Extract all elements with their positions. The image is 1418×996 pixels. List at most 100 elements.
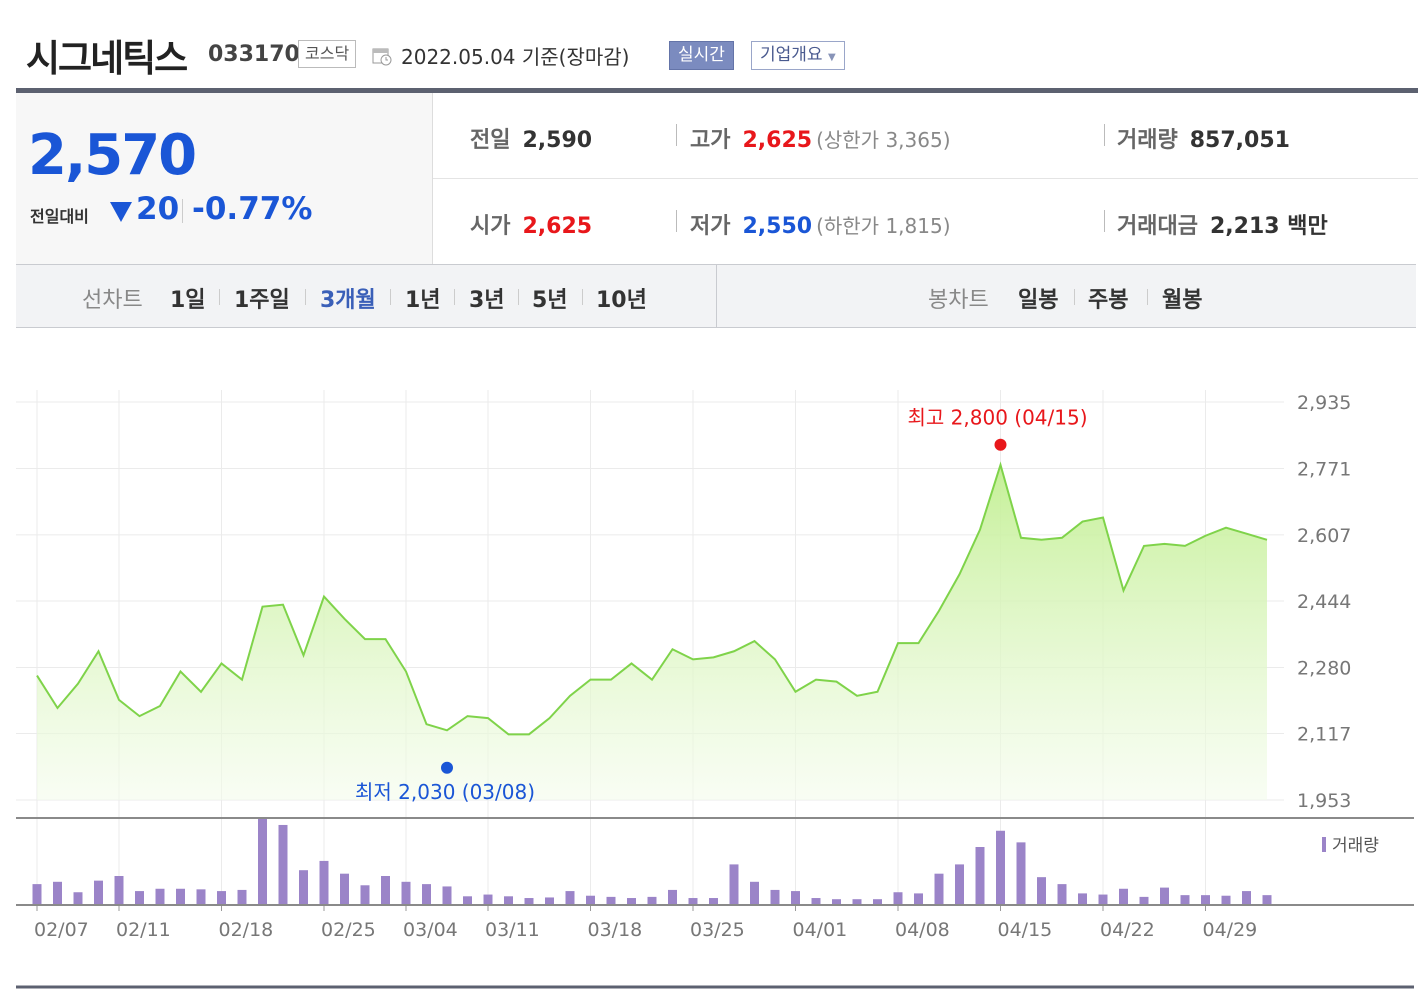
divider xyxy=(182,199,183,223)
volume-legend-swatch xyxy=(1322,837,1326,852)
stat-label: 시가 xyxy=(470,214,511,239)
tab-weekly[interactable]: 주봉 xyxy=(1088,288,1129,313)
stat-value: 2,590 xyxy=(522,128,593,153)
volume-bar xyxy=(750,881,759,905)
stat-high: 고가 2,625 (상한가 3,365) xyxy=(690,122,951,154)
max-marker xyxy=(994,438,1007,451)
volume-bar xyxy=(1078,893,1087,905)
realtime-button[interactable]: 실시간 xyxy=(669,41,734,70)
x-tick-label: 04/08 xyxy=(895,919,950,941)
stock-price-chart: 2,935 2,771 2,607 2,444 2,280 2,117 1,953 02/07… xyxy=(16,390,1414,989)
stat-prev-close: 전일 2,590 xyxy=(470,122,592,154)
volume-bar xyxy=(114,876,124,905)
volume-bar xyxy=(1160,887,1169,905)
volume-bar xyxy=(996,830,1005,905)
y-tick-label: 2,117 xyxy=(1297,724,1351,746)
divider xyxy=(1104,210,1105,232)
stock-code: 033170 xyxy=(208,42,300,67)
volume-bar xyxy=(1180,895,1190,905)
min-marker xyxy=(441,761,453,774)
volume-bar xyxy=(524,898,534,905)
volume-bar xyxy=(606,896,616,905)
volume-bar xyxy=(832,899,841,905)
market-badge: 코스닥 xyxy=(298,40,357,68)
volume-bar xyxy=(729,864,739,905)
price-diff-percent: -0.77% xyxy=(192,191,313,227)
divider xyxy=(1147,289,1148,305)
volume-bar xyxy=(893,892,903,905)
divider xyxy=(390,289,391,305)
volume-bar xyxy=(647,896,657,905)
tab-5y[interactable]: 5년 xyxy=(532,288,568,313)
volume-bar xyxy=(155,888,165,905)
volume-bar xyxy=(135,891,144,905)
volume-bar xyxy=(94,880,103,905)
volume-bar xyxy=(483,894,493,905)
tab-3m[interactable]: 3개월 xyxy=(320,288,376,313)
divider xyxy=(454,289,455,305)
stat-low: 저가 2,550 (하한가 1,815) xyxy=(690,208,951,240)
divider xyxy=(676,210,677,232)
volume-bar xyxy=(955,864,964,905)
y-tick-label: 2,935 xyxy=(1297,392,1351,414)
volume-bar xyxy=(196,889,206,905)
volume-bar xyxy=(586,895,595,905)
volume-bar xyxy=(688,898,698,905)
volume-bar xyxy=(32,884,42,905)
tab-daily[interactable]: 일봉 xyxy=(1018,288,1059,313)
chart-period-tabs: 선차트 1일 1주일 3개월 1년 3년 5년 10년 봉차트 일봉 주봉 월봉 xyxy=(16,264,1416,328)
volume-bar xyxy=(1242,891,1251,905)
header-divider xyxy=(16,88,1418,93)
volume-bar xyxy=(401,881,411,905)
y-tick-label: 2,280 xyxy=(1297,657,1351,679)
price-area-fill xyxy=(37,464,1267,800)
divider xyxy=(305,289,306,305)
volume-bar xyxy=(565,891,575,905)
volume-bar xyxy=(1098,894,1108,905)
max-label: 최고 2,800 (04/15) xyxy=(908,406,1088,430)
x-tick-label: 02/11 xyxy=(116,919,171,941)
company-overview-label: 기업개요 xyxy=(760,45,823,65)
tab-3y[interactable]: 3년 xyxy=(469,288,505,313)
x-tick-label: 04/29 xyxy=(1203,919,1258,941)
stat-label: 고가 xyxy=(690,128,731,153)
x-tick-label: 04/01 xyxy=(793,919,848,941)
line-chart-label: 선차트 xyxy=(82,288,143,313)
volume-bar xyxy=(176,888,185,905)
tab-1w[interactable]: 1주일 xyxy=(234,288,290,313)
stat-open: 시가 2,625 xyxy=(470,208,592,240)
volume-bar xyxy=(299,870,308,905)
x-tick-label: 03/11 xyxy=(485,919,540,941)
tab-10y[interactable]: 10년 xyxy=(596,288,647,313)
stat-value: 2,550 xyxy=(742,214,813,239)
volume-bar xyxy=(1201,895,1210,905)
volume-bar xyxy=(1119,888,1128,905)
stat-value: 2,625 xyxy=(522,214,593,239)
volume-bar xyxy=(914,893,923,905)
stat-label: 저가 xyxy=(690,214,731,239)
stat-label: 거래대금 xyxy=(1117,214,1198,239)
x-tick-label: 04/22 xyxy=(1100,919,1155,941)
volume-bar xyxy=(1139,896,1149,905)
y-tick-label: 1,953 xyxy=(1297,790,1351,812)
stat-label: 전일 xyxy=(470,128,511,153)
tab-1y[interactable]: 1년 xyxy=(405,288,441,313)
stock-header: 시그네틱스 033170 코스닥 2022.05.04 기준(장마감) 실시간 … xyxy=(0,0,1418,88)
volume-bar xyxy=(360,885,370,905)
calendar-icon xyxy=(372,48,392,66)
volume-bar xyxy=(934,873,944,905)
volume-bar xyxy=(873,899,882,905)
volume-bar xyxy=(442,886,452,905)
stats-row-divider xyxy=(433,178,1418,179)
volume-bar xyxy=(627,898,636,905)
tab-monthly[interactable]: 월봉 xyxy=(1162,288,1203,313)
x-tick-label: 02/18 xyxy=(219,919,274,941)
company-overview-dropdown[interactable]: 기업개요 ▼ xyxy=(751,41,845,70)
tab-1d[interactable]: 1일 xyxy=(170,288,206,313)
volume-bar xyxy=(668,889,677,905)
volume-bar xyxy=(504,896,513,905)
volume-bar xyxy=(217,891,226,905)
volume-legend-label: 거래량 xyxy=(1332,836,1379,856)
price-diff: 20 xyxy=(136,191,180,227)
divider xyxy=(219,289,220,305)
